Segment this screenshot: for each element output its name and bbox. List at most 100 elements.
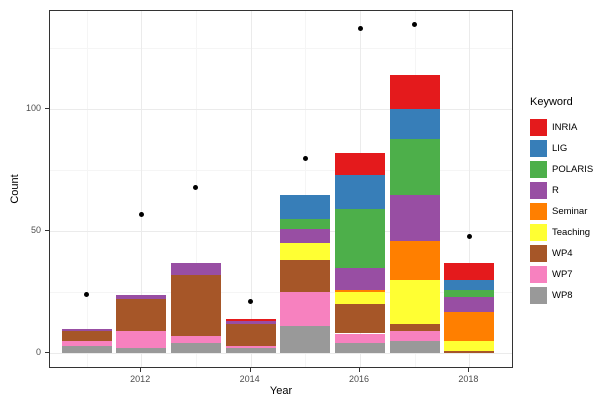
legend-key-swatch [530, 224, 547, 241]
bar-segment-wp8 [170, 343, 221, 353]
y-tick-mark [45, 108, 49, 110]
bar-segment-r [170, 262, 221, 275]
legend-entry-polaris: POLARIS [530, 159, 593, 180]
bar-segment-teaching [280, 243, 331, 261]
data-point [193, 184, 199, 190]
legend-entry-teaching: Teaching [530, 222, 593, 243]
y-tick-mark [45, 230, 49, 232]
y-tick-label: 0 [35, 347, 41, 357]
bar-segment-wp7 [335, 333, 385, 344]
y-tick-mark [45, 352, 49, 353]
x-tick-mark [140, 368, 142, 372]
gridline-y-minor [50, 170, 512, 172]
legend-key-swatch [530, 266, 547, 283]
bar-segment-wp7 [116, 331, 167, 349]
bar-segment-wp4 [444, 350, 495, 353]
x-tick-label: 2014 [239, 374, 260, 384]
data-point [412, 21, 418, 27]
legend-label: POLARIS [552, 164, 594, 175]
legend: Keyword INRIA LIG POLARIS R Seminar Teaching W… [530, 96, 593, 306]
bar-segment-wp8 [225, 348, 276, 353]
legend-key-swatch [530, 287, 547, 304]
legend-label: WP4 [552, 248, 573, 259]
legend-key-swatch [530, 119, 547, 136]
x-tick-mark [249, 368, 251, 372]
bar-segment-seminar [389, 240, 440, 280]
data-point [357, 26, 363, 32]
legend-entry-inria: INRIA [530, 117, 593, 138]
bar-segment-wp8 [389, 340, 440, 353]
x-tick-label: 2018 [458, 374, 479, 384]
plot-panel [49, 10, 513, 368]
bar-segment-wp4 [225, 323, 276, 346]
legend-entry-wp8: WP8 [530, 285, 593, 306]
bar-segment-teaching [335, 292, 385, 305]
gridline-y-major [50, 109, 512, 111]
bar-segment-wp4 [280, 260, 331, 293]
legend-key-swatch [530, 203, 547, 220]
legend-label: Teaching [552, 227, 591, 238]
bar-segment-inria [444, 262, 495, 280]
legend-label: WP7 [552, 269, 573, 280]
bar-segment-seminar [444, 311, 495, 341]
gridline-x-major [469, 11, 471, 367]
x-tick-label: 2016 [348, 374, 370, 384]
bar-segment-lig [335, 175, 385, 210]
bar-segment-wp4 [61, 331, 112, 341]
bar-segment-inria [389, 75, 440, 110]
bar-segment-wp4 [116, 299, 167, 332]
bar-segment-teaching [389, 279, 440, 324]
bar-segment-lig [444, 279, 495, 290]
legend-key-swatch [530, 182, 547, 199]
x-axis-title: Year [269, 385, 293, 397]
bar-segment-r [61, 328, 112, 332]
bar-segment-wp8 [116, 348, 167, 353]
bar-segment-r [444, 296, 495, 312]
legend-label: LIG [552, 143, 568, 154]
gridline-x-major [141, 11, 143, 367]
bar-segment-r [389, 194, 440, 241]
data-point [248, 299, 254, 305]
gridline-x-major [250, 11, 252, 367]
bar-segment-wp7 [225, 345, 276, 349]
legend-label: Seminar [552, 206, 588, 217]
x-tick-label: 2012 [130, 374, 151, 384]
bar-segment-wp7 [61, 340, 112, 346]
bar-segment-r [335, 267, 385, 290]
bar-segment-lig [389, 109, 440, 139]
bar-segment-polaris [444, 289, 495, 297]
bar-segment-wp4 [170, 275, 221, 336]
legend-key-swatch [530, 140, 547, 157]
bar-segment-polaris [335, 209, 385, 268]
bar-segment-r [280, 228, 331, 244]
legend-entry-wp7: WP7 [530, 264, 593, 285]
legend-label: INRIA [552, 122, 578, 133]
data-point [84, 292, 89, 297]
bar-segment-wp7 [280, 292, 331, 327]
legend-entry-seminar: Seminar [530, 201, 593, 222]
bar-segment-teaching [444, 340, 495, 351]
bar-segment-wp8 [61, 345, 112, 353]
bar-segment-r [225, 321, 276, 324]
bar-segment-wp7 [389, 331, 440, 341]
legend-key-swatch [530, 161, 547, 178]
legend-entries: INRIA LIG POLARIS R Seminar Teaching WP4 WP7 WP8 [530, 117, 593, 306]
legend-entry-lig: LIG [530, 138, 593, 159]
legend-key-swatch [530, 245, 547, 262]
y-tick-label: 50 [30, 225, 41, 236]
gridline-x-minor [305, 11, 307, 367]
bar-segment-inria [225, 318, 276, 322]
gridline-y-major [50, 353, 512, 354]
gridline-y-minor [50, 48, 512, 50]
data-point [466, 233, 472, 239]
bar-segment-wp8 [280, 326, 331, 353]
gridline-x-minor [86, 11, 88, 367]
data-point [138, 211, 144, 217]
data-point [302, 155, 308, 161]
y-axis-title: Count [9, 174, 21, 204]
bar-segment-wp4 [335, 304, 385, 334]
bar-segment-polaris [280, 218, 331, 229]
x-tick-mark [359, 368, 360, 372]
legend-label: R [552, 185, 559, 196]
bar-segment-wp7 [170, 335, 221, 344]
